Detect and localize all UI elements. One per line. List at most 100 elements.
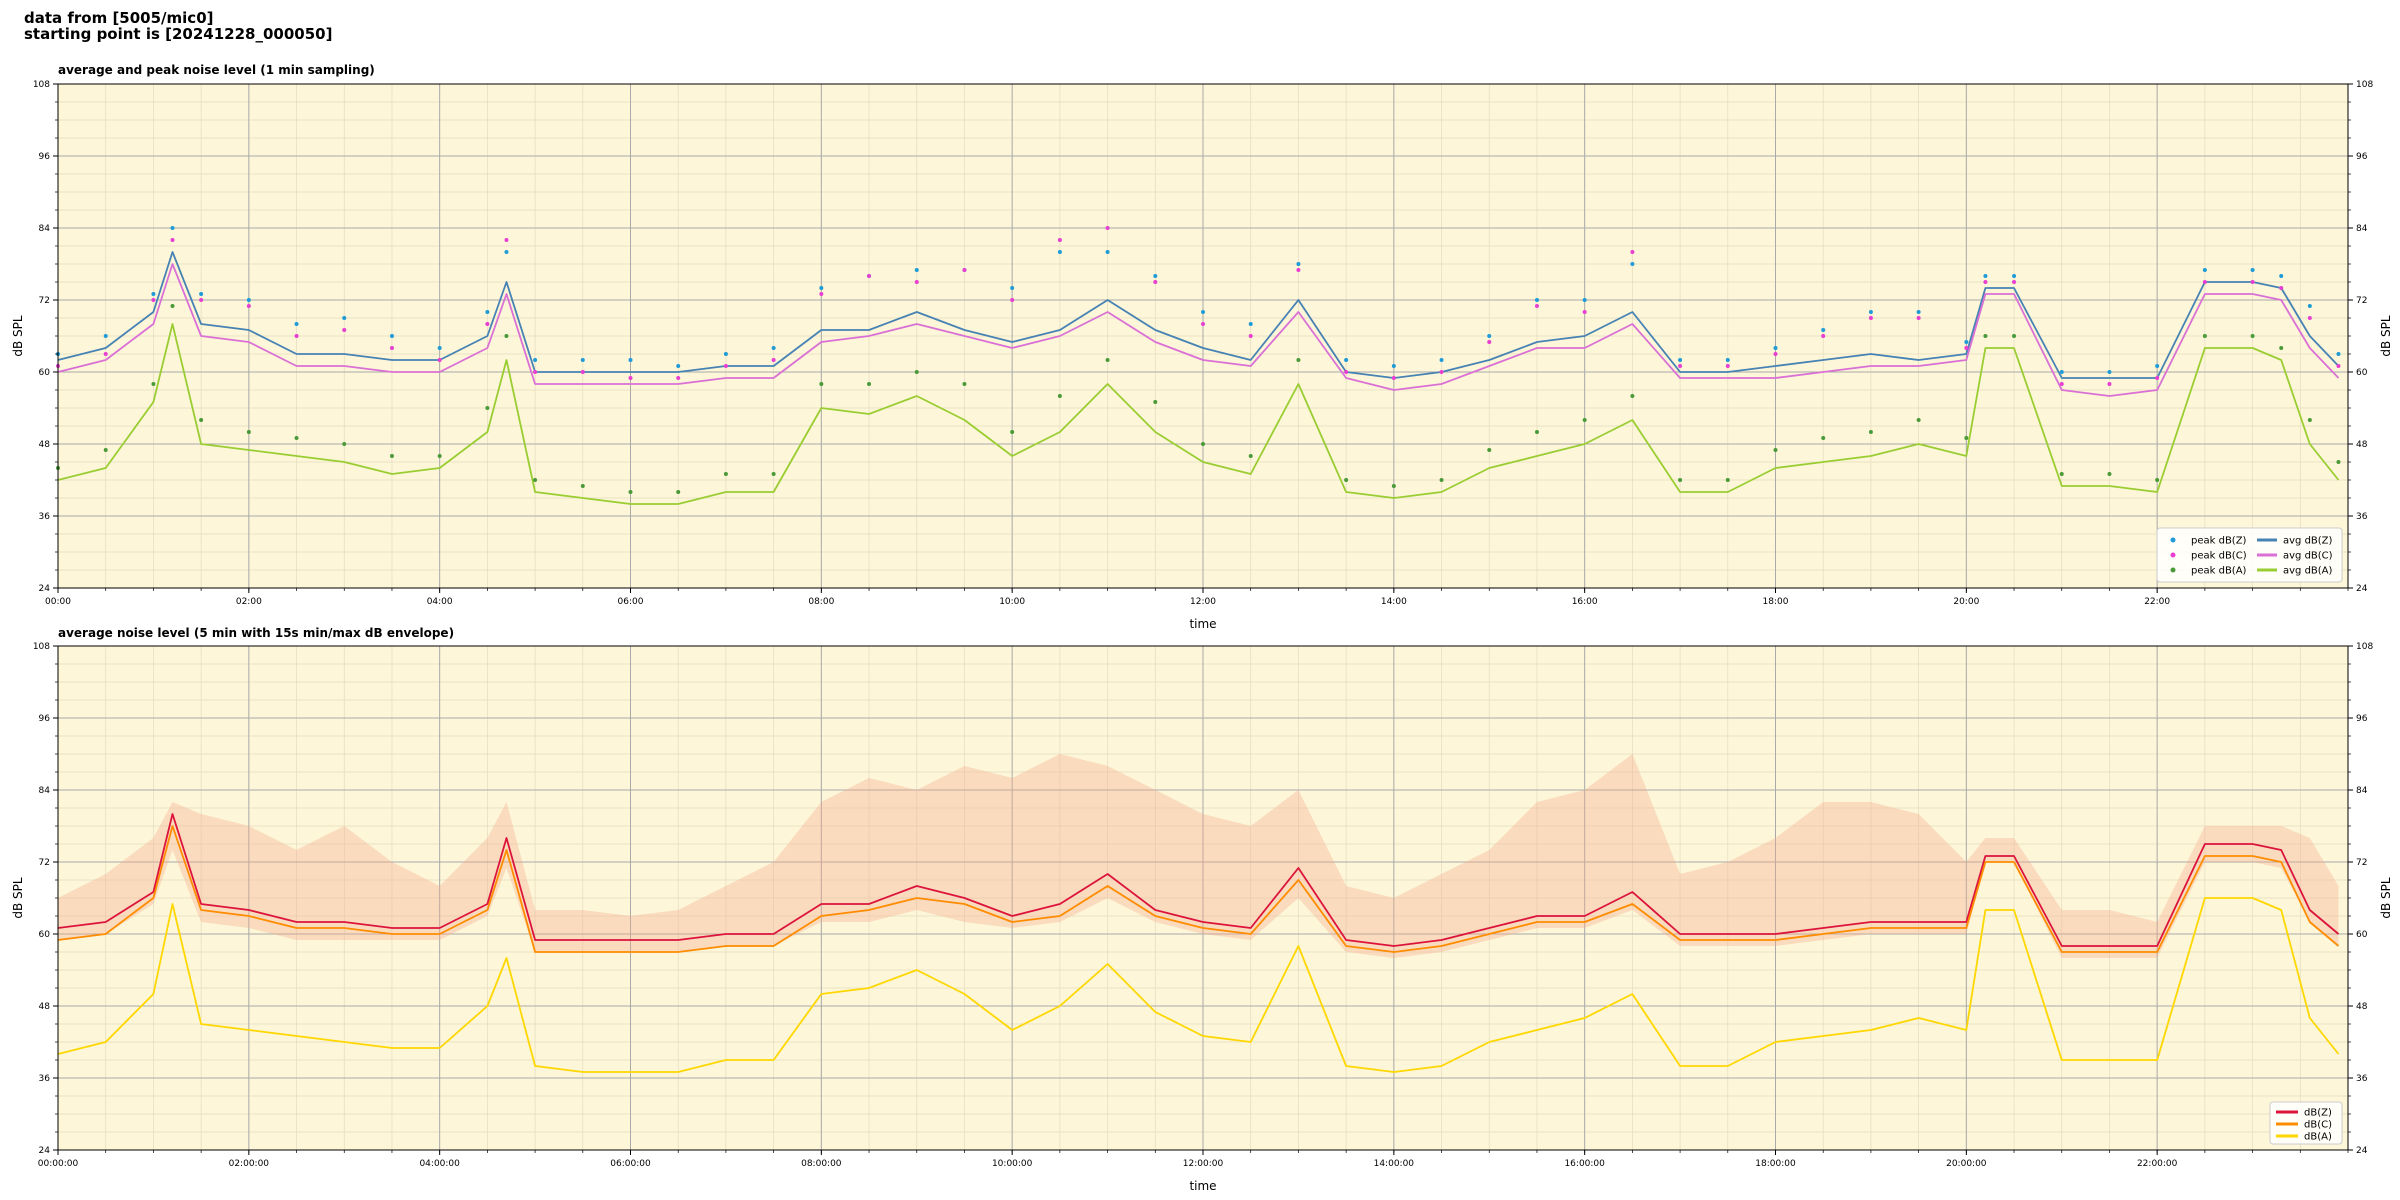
data-point (533, 370, 538, 374)
data-point (1582, 418, 1587, 422)
bottom-chart: 24 24 36 36 48 48 60 60 72 72 84 84 96 96 108 108 00:00:… (11, 642, 2393, 1193)
y-axis-label-right: dB SPL (2379, 315, 2393, 357)
data-point (504, 238, 509, 242)
data-point (1296, 358, 1301, 362)
data-point (504, 334, 509, 338)
data-point (199, 418, 204, 422)
data-point (1630, 262, 1635, 266)
data-point (819, 292, 824, 296)
data-point (962, 268, 967, 272)
y-tick-label: 48 (39, 1002, 51, 1012)
y-tick-label: 72 (2356, 296, 2367, 306)
data-point (1773, 352, 1778, 356)
data-point (2307, 316, 2312, 320)
data-point (1344, 370, 1349, 374)
data-point (914, 280, 919, 284)
data-point (2012, 280, 2017, 284)
data-point (1153, 400, 1158, 404)
data-point (1439, 370, 1444, 374)
data-point (1153, 280, 1158, 284)
data-point (1983, 334, 1988, 338)
data-point (2250, 280, 2255, 284)
data-point (1868, 316, 1873, 320)
starting-point-label: starting point is [20241228_000050] (24, 25, 333, 43)
data-point (1248, 322, 1253, 326)
data-point (1821, 436, 1826, 440)
x-tick-label: 10:00 (999, 597, 1025, 607)
data-point (1105, 226, 1110, 230)
legend-label: dB(A) (2304, 1132, 2332, 1143)
data-point (914, 268, 919, 272)
data-point (1868, 310, 1873, 314)
data-point (1916, 316, 1921, 320)
data-point (1487, 448, 1492, 452)
y-tick-label: 60 (2356, 930, 2368, 940)
data-point (437, 454, 442, 458)
data-point (342, 328, 347, 332)
data-point (1821, 334, 1826, 338)
data-point (2279, 346, 2284, 350)
y-tick-label: 36 (2356, 1074, 2368, 1084)
data-point (2155, 376, 2160, 380)
legend-label: avg dB(Z) (2283, 536, 2333, 547)
data-point (533, 358, 538, 362)
data-point (1344, 478, 1349, 482)
data-point (1248, 454, 1253, 458)
y-tick-label: 108 (2356, 642, 2373, 652)
data-point (2250, 334, 2255, 338)
data-point (1105, 250, 1110, 254)
y-tick-label: 72 (2356, 858, 2367, 868)
data-point (485, 406, 490, 410)
data-point (2307, 418, 2312, 422)
data-point (676, 376, 681, 380)
data-point (867, 274, 872, 278)
figure-header: data from [5005/mic0] starting point is … (24, 10, 332, 42)
y-axis-label: dB SPL (11, 315, 25, 357)
data-point (342, 442, 347, 446)
data-point (246, 430, 251, 434)
data-point (151, 292, 156, 296)
x-tick-label: 06:00 (618, 597, 644, 607)
x-tick-label: 18:00:00 (1755, 1159, 1796, 1169)
legend-label: dB(C) (2304, 1120, 2332, 1131)
x-tick-label: 02:00 (236, 597, 262, 607)
x-axis-label: time (1189, 1179, 1216, 1193)
data-point (1010, 430, 1015, 434)
data-point (1983, 274, 1988, 278)
y-tick-label: 84 (2356, 786, 2368, 796)
data-point (1439, 358, 1444, 362)
data-point (103, 334, 108, 338)
y-tick-label: 24 (2356, 1146, 2368, 1156)
data-point (1105, 358, 1110, 362)
y-tick-label: 48 (2356, 1002, 2368, 1012)
data-point (1391, 376, 1396, 380)
data-point (170, 238, 175, 242)
min-max-envelope (58, 754, 2339, 958)
data-point (1534, 298, 1539, 302)
y-tick-label: 48 (2356, 440, 2368, 450)
x-tick-label: 14:00:00 (1374, 1159, 1415, 1169)
data-point (1201, 442, 1205, 446)
legend-marker (2170, 537, 2176, 543)
y-tick-label: 108 (33, 80, 50, 90)
data-source-label: data from [5005/mic0] (24, 9, 214, 27)
legend-label: peak dB(C) (2191, 551, 2247, 562)
data-point (1916, 418, 1921, 422)
data-point (1821, 328, 1826, 332)
x-tick-label: 04:00 (427, 597, 453, 607)
data-point (1153, 274, 1158, 278)
data-point (1725, 478, 1730, 482)
data-point (151, 298, 156, 302)
x-tick-label: 08:00:00 (801, 1159, 842, 1169)
data-point (1725, 358, 1730, 362)
legend-label: avg dB(A) (2283, 566, 2333, 577)
data-point (1201, 322, 1205, 326)
data-point (1678, 478, 1683, 482)
data-point (1582, 298, 1587, 302)
data-point (1057, 250, 1062, 254)
bottom-chart-title: average noise level (5 min with 15s min/… (58, 626, 455, 640)
y-tick-label: 72 (39, 296, 50, 306)
data-point (533, 478, 538, 482)
x-tick-label: 20:00 (1953, 597, 1979, 607)
data-point (1010, 298, 1015, 302)
